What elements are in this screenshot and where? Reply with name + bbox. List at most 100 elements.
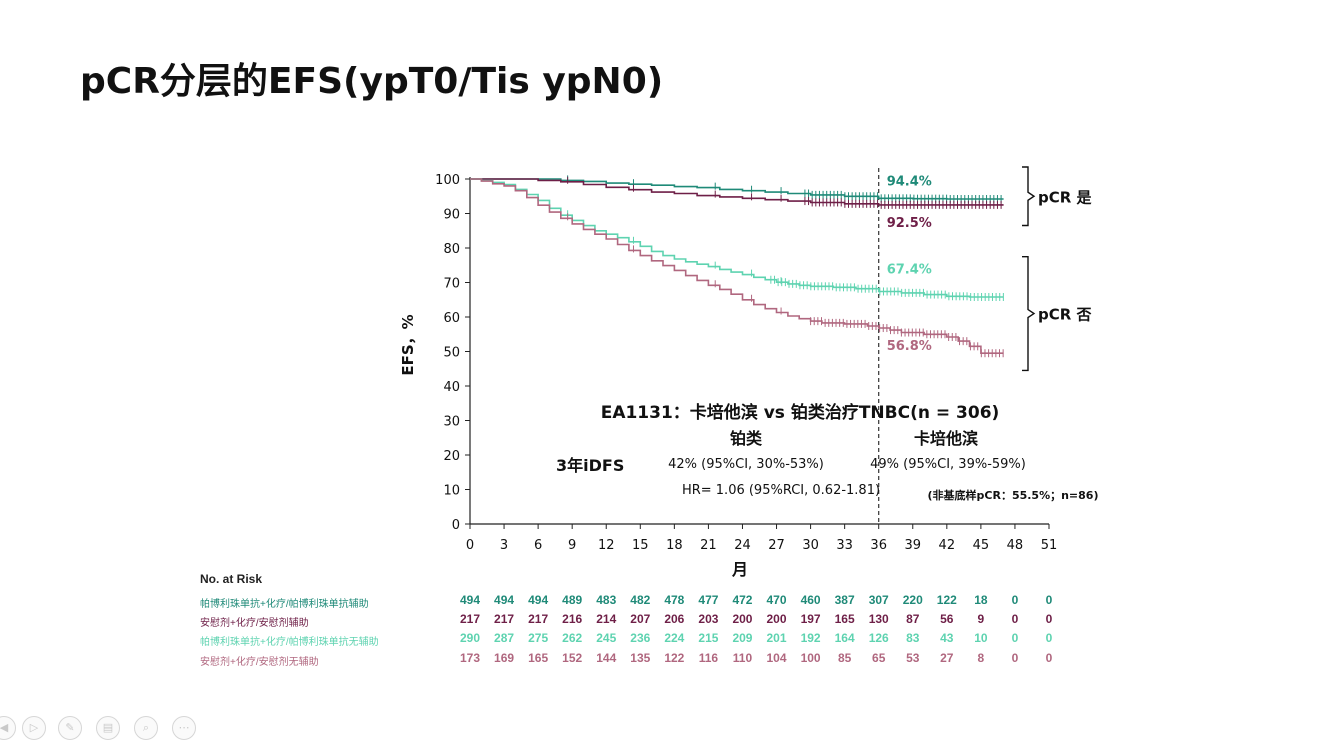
risk-cell: 201: [766, 631, 787, 645]
page-title: pCR分层的EFS(ypT0/Tis ypN0): [80, 61, 664, 102]
risk-cell: 27: [940, 651, 954, 665]
y-tick-label: 30: [443, 415, 460, 430]
pen-icon[interactable]: ✎: [58, 716, 82, 740]
y-tick-label: 80: [443, 242, 460, 257]
x-tick-label: 36: [870, 538, 887, 553]
x-tick-label: 39: [904, 538, 921, 553]
y-tick-label: 100: [435, 173, 460, 188]
play-icon[interactable]: ▷: [22, 716, 46, 740]
y-tick-label: 90: [443, 208, 460, 223]
x-tick-label: 51: [1041, 538, 1058, 553]
y-tick-label: 10: [443, 484, 460, 499]
x-tick-label: 30: [802, 538, 819, 553]
risk-cell: 8: [977, 651, 985, 665]
risk-cell: 165: [528, 651, 549, 665]
survival-curve: [470, 178, 1004, 298]
risk-cell: 164: [834, 631, 855, 645]
risk-cell: 206: [664, 612, 685, 626]
risk-cell: 0: [1011, 631, 1019, 645]
risk-cell: 0: [1045, 612, 1053, 626]
risk-cell: 494: [528, 593, 549, 607]
risk-cell: 0: [1011, 612, 1019, 626]
risk-cell: 0: [1045, 631, 1053, 645]
y-tick-label: 20: [443, 449, 460, 464]
risk-cell: 122: [936, 593, 957, 607]
risk-cell: 494: [494, 593, 515, 607]
x-tick-label: 12: [598, 538, 615, 553]
hazard-ratio: HR= 1.06 (95%RCI, 0.62-1.81): [682, 483, 880, 498]
group-label: pCR 否: [1038, 306, 1092, 324]
x-tick-label: 45: [973, 538, 990, 553]
risk-cell: 275: [528, 631, 549, 645]
risk-cell: 122: [664, 651, 685, 665]
x-tick-label: 21: [700, 538, 717, 553]
x-tick-label: 18: [666, 538, 683, 553]
rate-label-36: 94.4%: [887, 174, 932, 189]
risk-cell: 470: [766, 593, 787, 607]
risk-cell: 216: [562, 612, 583, 626]
zoom-icon[interactable]: ⌕: [134, 716, 158, 740]
x-tick-label: 27: [768, 538, 785, 553]
risk-cell: 0: [1045, 593, 1053, 607]
risk-cell: 192: [800, 631, 821, 645]
x-tick-label: 48: [1007, 538, 1024, 553]
risk-cell: 0: [1011, 651, 1019, 665]
risk-cell: 200: [766, 612, 787, 626]
risk-cell: 130: [868, 612, 889, 626]
x-tick-label: 3: [500, 538, 508, 553]
x-axis-label: 月: [731, 560, 748, 579]
x-tick-label: 42: [939, 538, 956, 553]
risk-row-label: 帕博利珠单抗+化疗/帕博利珠单抗辅助: [200, 599, 369, 610]
risk-cell: 173: [459, 651, 481, 665]
risk-cell: 287: [494, 631, 515, 645]
risk-cell: 482: [630, 593, 651, 607]
risk-cell: 290: [459, 631, 481, 645]
group-bracket: [1022, 166, 1036, 227]
x-tick-label: 15: [632, 538, 649, 553]
footnote: (非基底样pCR：55.5%；n=86): [928, 488, 1099, 502]
idfs-left-value: 42% (95%CI, 30%-53%): [668, 457, 824, 472]
risk-cell: 0: [1045, 651, 1053, 665]
risk-cell: 217: [494, 612, 515, 626]
risk-cell: 387: [834, 593, 855, 607]
risk-cell: 209: [732, 631, 753, 645]
risk-cell: 100: [800, 651, 821, 665]
more-icon[interactable]: ⋯: [172, 716, 196, 740]
prev-icon[interactable]: ◀: [0, 716, 16, 740]
risk-cell: 494: [459, 593, 481, 607]
risk-cell: 83: [906, 631, 920, 645]
risk-row-label: 帕博利珠单抗+化疗/帕博利珠单抗无辅助: [200, 637, 379, 648]
x-tick-label: 0: [466, 538, 474, 553]
slides-icon[interactable]: ▤: [96, 716, 120, 740]
survival-curve: [470, 178, 1004, 206]
y-tick-label: 0: [452, 518, 460, 533]
risk-cell: 214: [596, 612, 617, 626]
slide-toolbar: ◀ ▷ ✎ ▤ ⌕ ⋯: [0, 712, 220, 740]
rate-label-36: 56.8%: [887, 339, 932, 354]
risk-cell: 85: [837, 651, 852, 665]
risk-cell: 87: [906, 612, 920, 626]
risk-cell: 220: [902, 593, 923, 607]
risk-cell: 18: [974, 593, 988, 607]
group-label: pCR 是: [1038, 188, 1093, 206]
risk-cell: 9: [977, 612, 985, 626]
idfs-row-label: 3年iDFS: [556, 456, 624, 475]
y-tick-label: 60: [443, 311, 460, 326]
risk-cell: 477: [698, 593, 719, 607]
study-title: EA1131：卡培他滨 vs 铂类治疗TNBC(n = 306): [601, 402, 1000, 423]
risk-row-label: 安慰剂+化疗/安慰剂辅助: [200, 618, 309, 629]
risk-table-header: No. at Risk: [200, 572, 263, 586]
risk-cell: 224: [664, 631, 685, 645]
idfs-right-value: 49% (95%CI, 39%-59%): [870, 457, 1026, 472]
risk-cell: 169: [494, 651, 515, 665]
risk-cell: 200: [732, 612, 753, 626]
risk-cell: 56: [940, 612, 954, 626]
risk-cell: 0: [1011, 593, 1019, 607]
risk-cell: 483: [596, 593, 617, 607]
risk-cell: 135: [630, 651, 651, 665]
risk-cell: 215: [698, 631, 719, 645]
risk-cell: 262: [562, 631, 583, 645]
risk-cell: 478: [664, 593, 685, 607]
